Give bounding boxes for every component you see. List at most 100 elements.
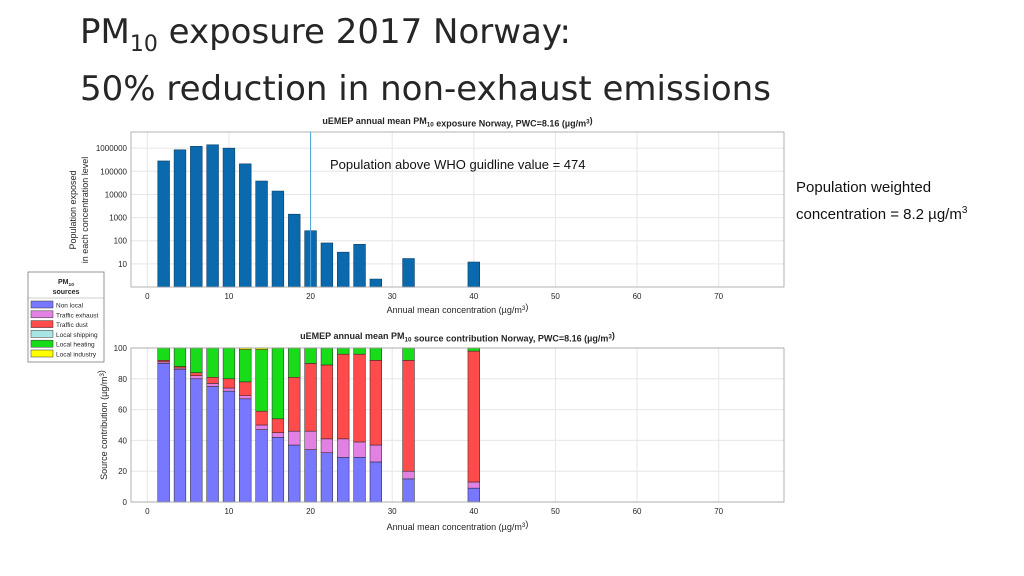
source-bar-local-heating [157, 347, 170, 361]
source-ytick-label: 80 [118, 375, 127, 384]
source-bar-local-heating [173, 347, 187, 367]
source-bar-traffic-exhaust [239, 395, 252, 400]
source-bar-local-heating [304, 347, 317, 364]
source-bar-traffic-dust [467, 350, 480, 483]
source-bar-traffic-dust [337, 353, 350, 440]
source-ytick-label: 0 [123, 498, 128, 507]
source-bar-non-local [467, 487, 480, 503]
exposure-bar [222, 147, 236, 288]
exposure-xtick-label: 20 [306, 292, 315, 301]
source-bar-local-heating [337, 347, 350, 355]
source-bar-traffic-dust [320, 364, 334, 440]
source-bar-traffic-exhaust [320, 438, 334, 453]
pwc-line-1: Population weighted [796, 179, 932, 196]
title-prefix: PM [80, 12, 130, 52]
exposure-xtick-label: 40 [469, 292, 478, 301]
exposure-bar [353, 244, 366, 288]
legend-swatch [30, 300, 54, 309]
source-xtick-label: 40 [469, 507, 478, 516]
exposure-ytick-label: 1000000 [96, 144, 128, 153]
source-bar-local-heating [288, 347, 301, 378]
source-bar-non-local [271, 437, 285, 503]
source-bar-non-local [402, 478, 415, 503]
legend-title: PM10 [58, 279, 74, 288]
source-bar-traffic-exhaust [255, 424, 268, 430]
source-bar-local-heating [190, 347, 203, 373]
exposure-bar [288, 213, 301, 288]
exposure-ytick-label: 100000 [100, 167, 127, 176]
source-bar-traffic-dust [353, 353, 366, 443]
source-bar-traffic-dust [271, 418, 285, 433]
source-ytick-label: 40 [118, 436, 127, 445]
source-plot-frame [130, 347, 785, 503]
legend-entry-label: Local industry [56, 352, 97, 359]
source-x-axis-label: Annual mean concentration (µg/m3) [387, 519, 529, 532]
exposure-ytick-label: 100 [114, 237, 128, 246]
exposure-xtick-label: 10 [224, 292, 233, 301]
exposure-xtick-label: 70 [714, 292, 723, 301]
source-bar-traffic-dust [369, 360, 383, 446]
pwc-note: Population weighted concentration = 8.2 µ… [796, 176, 967, 226]
source-bar-traffic-exhaust [271, 432, 285, 438]
exposure-xtick-label: 60 [633, 292, 642, 301]
source-bar-traffic-exhaust [304, 430, 317, 450]
exposure-ytick-label: 1000 [109, 214, 127, 223]
exposure-x-axis-label: Annual mean concentration (µg/m3) [387, 302, 529, 315]
title-line-2: 50% reduction in non-exhaust emissions [80, 68, 771, 109]
source-bar-traffic-exhaust [337, 438, 350, 458]
legend-swatch [30, 320, 54, 328]
source-xtick-label: 30 [388, 507, 397, 516]
legend-entry-label: Traffic dust [56, 322, 88, 329]
source-xtick-label: 50 [551, 507, 560, 516]
exposure-bar [369, 278, 383, 288]
exposure-bar [239, 163, 252, 288]
exposure-y-axis-label: Population exposed [68, 170, 78, 249]
exposure-bar [402, 258, 415, 288]
pwc-superscript: 3 [961, 205, 968, 216]
source-bar-non-local [288, 444, 301, 503]
source-bar-local-heating [402, 347, 415, 361]
source-bar-traffic-dust [222, 378, 236, 389]
exposure-bar [467, 261, 481, 288]
exposure-bar [157, 160, 170, 288]
source-bar-non-local [320, 452, 334, 503]
legend-entry-label: Local shipping [56, 332, 98, 339]
exposure-bar [173, 149, 187, 288]
source-bar-non-local [190, 378, 203, 503]
legend-title-line2: sources [53, 289, 80, 296]
source-xtick-label: 0 [145, 507, 150, 516]
source-ytick-label: 100 [114, 344, 128, 353]
legend-swatch [30, 310, 54, 319]
exposure-ytick-label: 10000 [105, 190, 128, 199]
source-bar-traffic-dust [402, 360, 415, 472]
source-bar-traffic-exhaust [467, 481, 480, 489]
source-xtick-label: 10 [224, 507, 233, 516]
source-bar-local-heating [320, 347, 334, 366]
source-bar-non-local [304, 449, 317, 503]
source-bar-traffic-dust [190, 372, 203, 376]
slide-title: PM10 exposure 2017 Norway: 50% reduction … [80, 10, 771, 111]
source-bar-traffic-dust [239, 381, 252, 396]
exposure-plot-frame [130, 131, 785, 288]
source-xtick-label: 20 [306, 507, 315, 516]
legend-swatch [30, 339, 54, 348]
exposure-bar [206, 144, 219, 288]
source-bar-non-local [173, 369, 187, 503]
source-bar-local-heating [206, 347, 219, 378]
exposure-xtick-label: 30 [388, 292, 397, 301]
source-bar-traffic-exhaust [190, 375, 203, 380]
source-xtick-label: 70 [714, 507, 723, 516]
source-bar-non-local [353, 457, 366, 503]
title-suffix: exposure 2017 Norway: [157, 12, 571, 52]
exposure-bar [320, 242, 334, 288]
legend-entry-label: Non local [56, 303, 84, 310]
source-ytick-label: 60 [118, 406, 127, 415]
source-xtick-label: 60 [633, 507, 642, 516]
legend-swatch [30, 330, 54, 338]
exposure-xtick-label: 0 [145, 292, 150, 301]
source-ytick-label: 20 [118, 467, 127, 476]
source-bar-non-local [239, 398, 252, 503]
exposure-ytick-label: 10 [118, 260, 127, 269]
pwc-line-2: concentration = 8.2 µg/m [796, 206, 962, 223]
